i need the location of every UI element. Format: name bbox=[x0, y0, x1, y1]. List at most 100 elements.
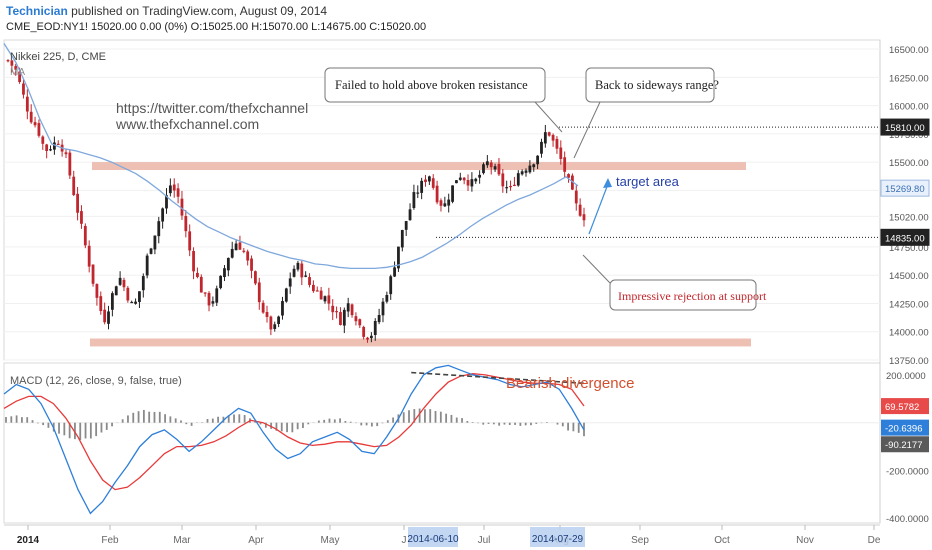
divergence-line bbox=[411, 371, 585, 385]
histogram-bar bbox=[238, 414, 241, 423]
histogram-bar bbox=[471, 422, 474, 423]
histogram-bar bbox=[111, 422, 113, 427]
price-tag-label: 14835.00 bbox=[885, 233, 925, 244]
candle-body bbox=[520, 171, 524, 175]
candle-body bbox=[118, 277, 122, 285]
candle-body bbox=[373, 321, 377, 335]
time-axis[interactable]: 2014FebMarAprMayJJulAugSepOctNovDe2014-0… bbox=[17, 525, 881, 547]
candle-body bbox=[385, 294, 389, 302]
histogram-bar bbox=[577, 422, 580, 433]
histogram-bar bbox=[339, 418, 341, 423]
price-tag-label: 15810.00 bbox=[885, 123, 925, 134]
macd-value-tag-box bbox=[881, 398, 929, 415]
histogram-bar bbox=[402, 412, 405, 423]
publisher-name[interactable]: Technician bbox=[6, 4, 68, 18]
candle-body bbox=[29, 111, 33, 123]
ma-indicator-label[interactable]: MA bbox=[10, 67, 25, 78]
macd-value-tag-label: -20.6396 bbox=[885, 424, 923, 435]
histogram-bar bbox=[15, 415, 18, 423]
macd-tick-label: -400.0000 bbox=[886, 514, 929, 525]
histogram-bar bbox=[376, 422, 379, 427]
histogram-bar bbox=[132, 412, 135, 423]
candle-body bbox=[41, 136, 45, 144]
candle-body bbox=[25, 96, 29, 112]
price-tag-label: 15269.80 bbox=[885, 184, 925, 195]
histogram-bar bbox=[386, 420, 389, 423]
histogram-bar bbox=[169, 416, 172, 423]
candle-body bbox=[424, 179, 427, 183]
histogram-bar bbox=[174, 418, 177, 423]
price-tick-label: 13750.00 bbox=[889, 356, 929, 367]
histogram-bar bbox=[370, 422, 373, 427]
candle-body bbox=[350, 304, 354, 316]
histogram-bar bbox=[142, 409, 145, 423]
candle-body bbox=[49, 149, 52, 151]
candle-body bbox=[331, 305, 335, 313]
histogram-bar bbox=[68, 422, 71, 439]
time-tick-label: De bbox=[868, 535, 881, 546]
candle-body bbox=[431, 178, 435, 188]
chart-canvas[interactable]: Nikkei 225, D, CME MA https://twitter.co… bbox=[0, 38, 932, 550]
macd-pane[interactable] bbox=[3, 362, 881, 524]
candle-body bbox=[532, 164, 536, 168]
candle-body bbox=[56, 143, 60, 145]
time-tick-label: Feb bbox=[101, 535, 119, 546]
histogram-bar bbox=[492, 422, 495, 425]
histogram-bar bbox=[503, 422, 506, 425]
candle-body bbox=[211, 301, 215, 304]
candle-body bbox=[536, 155, 540, 165]
histogram-bar bbox=[275, 422, 278, 431]
histogram-bar bbox=[424, 409, 426, 423]
candle-body bbox=[91, 264, 95, 284]
candle-body bbox=[447, 199, 451, 206]
candle-body bbox=[389, 276, 393, 295]
symbol-ohlc-line: CME_EOD:NY1! 15020.00 0.00 (0%) O:15025.… bbox=[6, 21, 427, 33]
histogram-bar bbox=[567, 422, 569, 431]
histogram-bar bbox=[530, 422, 532, 426]
candle-body bbox=[497, 164, 501, 175]
candle-body bbox=[551, 134, 555, 141]
price-tag-box bbox=[880, 179, 930, 197]
candle-body bbox=[199, 276, 203, 293]
candle-body bbox=[10, 60, 14, 66]
candle-body bbox=[578, 204, 582, 216]
candle-body bbox=[265, 311, 269, 317]
price-tick-label: 15020.00 bbox=[889, 212, 929, 223]
histogram-bar bbox=[84, 422, 87, 439]
moving-average-line bbox=[3, 43, 579, 270]
histogram-bar bbox=[349, 421, 352, 423]
histogram-bar bbox=[291, 422, 294, 433]
histogram-bar bbox=[487, 422, 490, 424]
histogram-bar bbox=[508, 422, 511, 426]
watermark-site: www.thefxchannel.com bbox=[115, 116, 259, 132]
candle-body bbox=[68, 152, 72, 176]
histogram-bar bbox=[445, 413, 448, 423]
candle-body bbox=[246, 251, 250, 261]
price-tick-label: 14500.00 bbox=[889, 271, 929, 282]
histogram-bar bbox=[127, 415, 129, 423]
time-tick-label: Apr bbox=[248, 535, 264, 546]
histogram-bar bbox=[5, 417, 7, 423]
price-tick-label: 15500.00 bbox=[889, 158, 929, 169]
time-tick-label: 2014 bbox=[17, 535, 40, 546]
candle-body bbox=[489, 162, 493, 168]
sr-zones bbox=[90, 162, 751, 347]
histogram-bar bbox=[63, 422, 66, 436]
histogram-bar bbox=[259, 422, 262, 425]
candle-body bbox=[416, 192, 420, 194]
annotation-target-area: target area bbox=[616, 174, 680, 189]
candle-body bbox=[296, 262, 300, 270]
candle-body bbox=[72, 176, 76, 196]
histogram-bar bbox=[328, 418, 331, 423]
candle-body bbox=[501, 173, 505, 187]
histogram-bar bbox=[434, 411, 437, 423]
candle-body bbox=[559, 147, 563, 159]
candle-body bbox=[315, 290, 319, 292]
candle-body bbox=[346, 303, 350, 312]
candle-body bbox=[168, 185, 172, 194]
candle-body bbox=[126, 287, 130, 301]
macd-tick-label: -200.0000 bbox=[886, 466, 929, 477]
chart-header: Technician published on TradingView.com,… bbox=[0, 0, 932, 38]
time-tick-label: Mar bbox=[173, 535, 191, 546]
histogram-bar bbox=[455, 417, 458, 423]
